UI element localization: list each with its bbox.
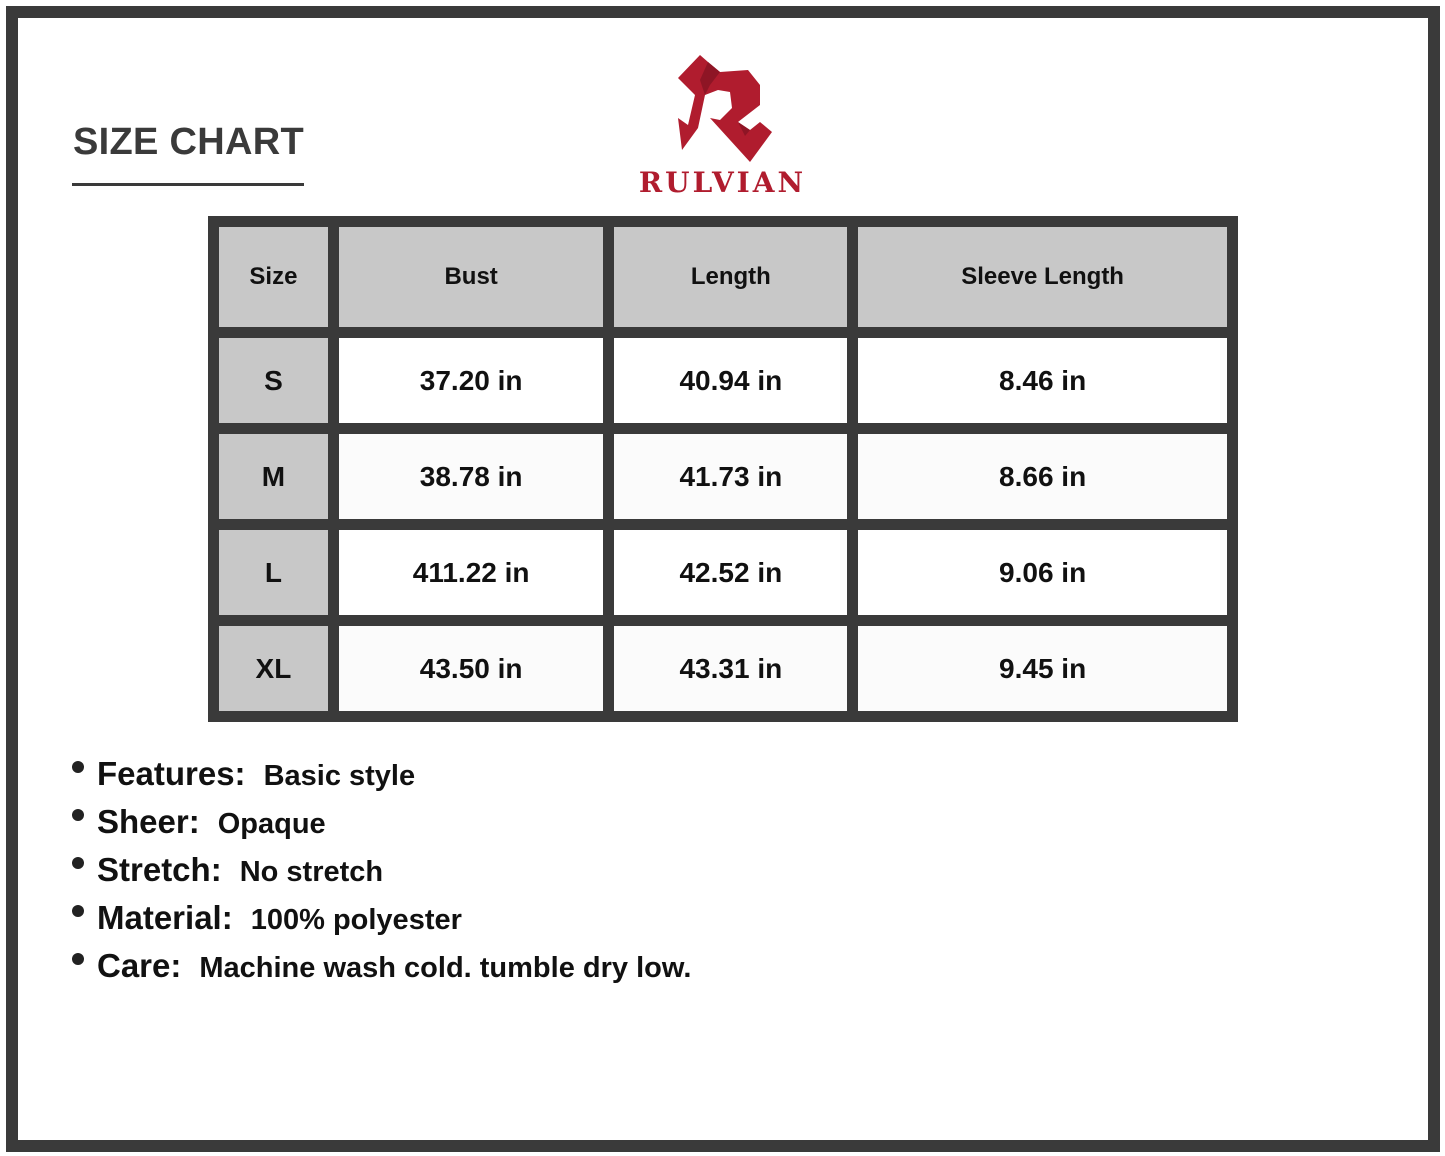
title-underline	[72, 183, 304, 186]
header-sleeve-length: Sleeve Length	[858, 227, 1227, 327]
cell-length: 41.73 in	[614, 434, 848, 519]
spec-value: 100% polyester	[250, 904, 462, 936]
spec-care: Care: Machine wash cold. tumble dry low.	[72, 947, 691, 995]
bullet-icon	[72, 953, 84, 965]
cell-sleeve: 9.06 in	[858, 530, 1227, 615]
brand-name: RULVIAN	[638, 166, 807, 199]
r-logo-icon	[678, 55, 772, 162]
spec-value: Opaque	[217, 808, 326, 840]
spec-features: Features: Basic style	[72, 755, 691, 803]
spec-sheer: Sheer: Opaque	[72, 803, 691, 851]
bullet-icon	[72, 809, 84, 821]
table-row: XL 43.50 in 43.31 in 9.45 in	[219, 626, 1227, 711]
cell-sleeve: 9.45 in	[858, 626, 1227, 711]
cell-sleeve: 8.46 in	[858, 338, 1227, 423]
spec-label: Care:	[97, 947, 182, 984]
table-row: M 38.78 in 41.73 in 8.66 in	[219, 434, 1227, 519]
spec-value: Basic style	[263, 760, 416, 792]
brand-logo: RULVIAN	[620, 50, 825, 200]
cell-sleeve: 8.66 in	[858, 434, 1227, 519]
spec-value: No stretch	[239, 856, 384, 888]
size-table: Size Bust Length Sleeve Length S 37.20 i…	[208, 216, 1238, 722]
header-bust: Bust	[338, 227, 604, 327]
cell-length: 42.52 in	[614, 530, 848, 615]
spec-label: Material:	[97, 899, 233, 936]
spec-label: Features:	[97, 755, 246, 792]
bullet-icon	[72, 761, 84, 773]
spec-label: Sheer:	[97, 803, 200, 840]
bullet-icon	[72, 857, 84, 869]
spec-material: Material: 100% polyester	[72, 899, 691, 947]
cell-bust: 411.22 in	[338, 530, 604, 615]
cell-size: L	[219, 530, 328, 615]
cell-size: XL	[219, 626, 328, 711]
cell-length: 40.94 in	[614, 338, 848, 423]
cell-size: S	[219, 338, 328, 423]
table-header-row: Size Bust Length Sleeve Length	[219, 227, 1227, 327]
header-length: Length	[614, 227, 848, 327]
table-row: S 37.20 in 40.94 in 8.46 in	[219, 338, 1227, 423]
table-row: L 411.22 in 42.52 in 9.06 in	[219, 530, 1227, 615]
spec-value: Machine wash cold. tumble dry low.	[199, 952, 692, 984]
cell-bust: 37.20 in	[338, 338, 604, 423]
spec-stretch: Stretch: No stretch	[72, 851, 691, 899]
header-size: Size	[219, 227, 328, 327]
spec-list: Features: Basic style Sheer: Opaque Stretc…	[72, 755, 691, 995]
cell-size: M	[219, 434, 328, 519]
cell-length: 43.31 in	[614, 626, 848, 711]
cell-bust: 38.78 in	[338, 434, 604, 519]
spec-label: Stretch:	[97, 851, 222, 888]
page-title: SIZE CHART	[73, 121, 304, 163]
bullet-icon	[72, 905, 84, 917]
cell-bust: 43.50 in	[338, 626, 604, 711]
